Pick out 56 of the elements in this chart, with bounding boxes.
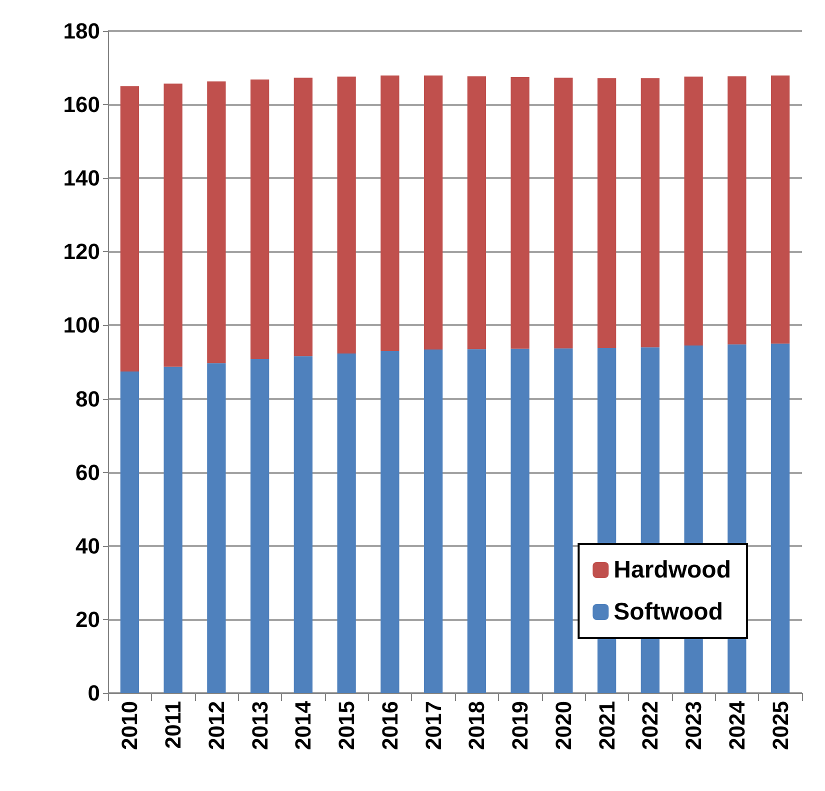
x-tick-label: 2019 <box>508 701 533 750</box>
y-tick-label: 160 <box>63 92 100 118</box>
bar <box>294 356 313 693</box>
y-tick-label: 0 <box>88 680 100 706</box>
x-tick-label: 2014 <box>290 700 316 750</box>
y-tick-label: 180 <box>63 18 100 44</box>
bar <box>467 76 486 350</box>
x-tick-label: 2024 <box>724 700 750 750</box>
x-tick-label: 2025 <box>768 701 793 750</box>
y-tick-label: 20 <box>76 606 100 632</box>
bar <box>770 76 790 344</box>
x-tick-label: 2013 <box>247 701 272 750</box>
x-tick-label: 2023 <box>681 701 706 750</box>
bar <box>640 78 660 348</box>
bar <box>770 344 790 693</box>
x-tick-label: 2012 <box>204 701 229 750</box>
bar <box>510 348 530 693</box>
bar <box>554 78 573 348</box>
x-tick-label: 2011 <box>160 701 186 749</box>
bar <box>250 80 270 360</box>
y-tick-label: 60 <box>76 460 100 485</box>
bar <box>337 354 356 693</box>
bar <box>554 348 573 693</box>
bar <box>207 81 226 364</box>
y-tick-label: 140 <box>63 166 100 191</box>
bar <box>684 76 703 346</box>
x-tick-label: 2010 <box>117 701 142 750</box>
y-tick-label: 40 <box>76 533 100 558</box>
x-tick-label: 2021 <box>594 701 620 750</box>
bar <box>120 86 140 372</box>
x-tick-label: 2015 <box>334 701 360 750</box>
x-tick-label: 2020 <box>550 701 576 750</box>
bar <box>380 350 400 693</box>
x-tick-label: 2017 <box>420 701 446 750</box>
bar <box>424 76 443 350</box>
x-tick-label: 2018 <box>464 701 490 750</box>
bar <box>164 84 182 367</box>
bar <box>380 76 400 351</box>
bar <box>207 363 226 693</box>
y-tick-label: 100 <box>63 312 100 338</box>
bar <box>424 349 443 693</box>
bar <box>164 366 182 693</box>
bar <box>467 349 486 693</box>
y-tick-label: 120 <box>63 239 100 264</box>
bar <box>337 76 356 354</box>
y-tick-label: 80 <box>76 386 100 412</box>
bar <box>597 78 616 348</box>
x-tick-label: 2022 <box>638 701 663 750</box>
bar <box>294 78 313 356</box>
legend-label: Softwood <box>614 598 723 626</box>
legend-label: Hardwood <box>614 556 731 584</box>
bar <box>250 359 270 693</box>
bar <box>510 76 530 349</box>
bar <box>120 372 140 693</box>
x-tick-label: 2016 <box>377 701 402 750</box>
bar <box>728 76 746 344</box>
